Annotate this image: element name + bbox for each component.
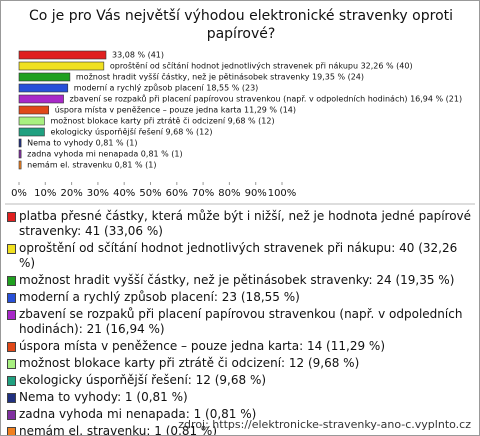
legend-swatch: [7, 276, 16, 286]
legend-label: ekologicky úsporňější řešení: 12 (9,68 %…: [19, 373, 267, 387]
bar: [18, 50, 107, 60]
legend-item: oproštění od sčítání hodnot jednotlivých…: [7, 241, 473, 271]
x-tick-label: 80%: [218, 188, 240, 199]
legend-label: platba přesné částky, která může být i n…: [19, 209, 472, 238]
bar: [18, 83, 69, 93]
bar: [18, 94, 64, 104]
legend-swatch: [7, 393, 16, 403]
legend-item: zadna vyhoda mi nenapada: 1 (0,81 %): [7, 407, 473, 422]
legend-label: úspora místa v peněžence – pouze jedna k…: [19, 339, 385, 353]
legend-swatch: [7, 376, 16, 386]
legend-item: Nema to vyhody: 1 (0,81 %): [7, 390, 473, 405]
chart-title: Co je pro Vás největší výhodou elektroni…: [28, 8, 454, 42]
bar: [18, 149, 22, 159]
x-tick-label: 0%: [11, 188, 27, 199]
legend-swatch: [7, 244, 16, 254]
x-tick-label: 100%: [268, 188, 297, 199]
bar-label: úspora místa v peněžence – pouze jedna k…: [55, 106, 296, 115]
legend-swatch: [7, 427, 16, 435]
bar-label: zbavení se rozpaků při placení papírovou…: [70, 94, 463, 104]
legend-label: zadna vyhoda mi nenapada: 1 (0,81 %): [19, 407, 257, 421]
x-tick-label: 50%: [139, 188, 161, 199]
x-tick-label: 40%: [113, 188, 135, 199]
legend-item: zbavení se rozpaků při placení papírovou…: [7, 307, 473, 337]
legend-swatch: [7, 293, 16, 303]
legend-item: možnost blokace karty při ztrátě či odci…: [7, 356, 473, 371]
legend-label: oproštění od sčítání hodnot jednotlivých…: [19, 241, 458, 270]
bar: [18, 105, 49, 115]
bar: [18, 127, 45, 137]
legend-label: možnost hradit vyšší částky, než je pěti…: [19, 273, 455, 287]
x-tick-label: 10%: [34, 188, 56, 199]
legend-swatch: [7, 342, 16, 352]
legend-item: možnost hradit vyšší částky, než je pěti…: [7, 273, 473, 288]
x-tick-label: 70%: [192, 188, 214, 199]
source-note: zdroj: https://elektronicke-stravenky-an…: [178, 418, 471, 431]
legend-label: nemám el. stravenku: 1 (0,81 %): [19, 424, 218, 436]
x-tick-label: 20%: [60, 188, 82, 199]
legend: platba přesné částky, která může být i n…: [7, 209, 473, 436]
legend-label: Nema to vyhody: 1 (0,81 %): [19, 390, 188, 404]
bar: [18, 138, 22, 148]
legend-label: možnost blokace karty při ztrátě či odci…: [19, 356, 360, 370]
chart: 0% 10% 20% 30% 40% 50% 60% 70% 80% 90% 100% 33,08 %…: [5, 50, 475, 205]
bar-label: nemám el. stravenku 0,81 % (1): [27, 161, 156, 170]
bar-label: 33,08 % (41): [112, 51, 164, 60]
bar-label: oproštění od sčítání hodnot jednotlivých…: [110, 61, 413, 71]
legend-item: moderní a rychlý způsob placení: 23 (18,…: [7, 290, 473, 305]
legend-item: úspora místa v peněžence – pouze jedna k…: [7, 339, 473, 354]
bar: [18, 61, 105, 71]
bar-label: Nema to vyhody 0,81 % (1): [27, 139, 137, 148]
x-tick-label: 30%: [87, 188, 109, 199]
legend-swatch: [7, 310, 16, 320]
legend-swatch: [7, 410, 16, 420]
legend-swatch: [7, 359, 16, 369]
bar-label: zadna vyhoda mi nenapada 0,81 % (1): [27, 150, 183, 159]
bar-label: možnost hradit vyšší částky, než je pěti…: [76, 72, 364, 82]
bar: [18, 160, 22, 170]
bar-label: ekologicky úsporňější řešení 9,68 % (12): [50, 127, 212, 137]
bar: [18, 116, 45, 126]
x-tick-label: 90%: [245, 188, 267, 199]
bar-label: moderní a rychlý způsob placení 18,55 % …: [74, 83, 259, 93]
x-tick-label: 60%: [166, 188, 188, 199]
legend-swatch: [7, 212, 16, 222]
legend-item: ekologicky úsporňější řešení: 12 (9,68 %…: [7, 373, 473, 388]
legend-item: platba přesné částky, která může být i n…: [7, 209, 473, 239]
bar-label: možnost blokace karty při ztrátě či odci…: [50, 116, 274, 126]
bar: [18, 72, 71, 82]
legend-item: nemám el. stravenku: 1 (0,81 %): [7, 424, 473, 436]
legend-label: moderní a rychlý způsob placení: 23 (18,…: [19, 290, 300, 304]
legend-label: zbavení se rozpaků při placení papírovou…: [19, 307, 463, 336]
